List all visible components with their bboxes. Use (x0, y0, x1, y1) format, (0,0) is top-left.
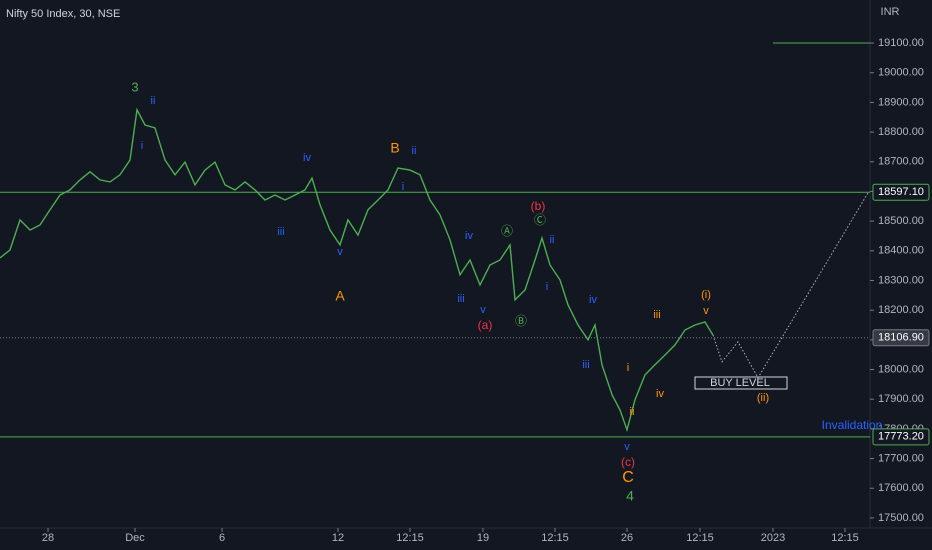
wave-label: (c) (621, 455, 635, 469)
x-tick-label: 12:15 (541, 532, 569, 544)
y-tick-label: 17600.00 (878, 482, 924, 494)
y-tick-label: 19000.00 (878, 67, 924, 79)
price-tag-label: 18597.10 (878, 186, 924, 198)
wave-label: ii (412, 145, 417, 157)
wave-label: iv (303, 152, 311, 164)
wave-label: iii (277, 226, 284, 238)
wave-label: ii (550, 234, 555, 246)
y-tick-label: 18300.00 (878, 274, 924, 286)
wave-label: Ⓒ (534, 213, 546, 227)
wave-label: iv (465, 230, 473, 242)
wave-label: v (624, 441, 630, 453)
price-tag (872, 428, 930, 446)
chart-title: Nifty 50 Index, 30, NSE (6, 8, 120, 20)
wave-label: 4 (626, 488, 634, 504)
x-tick-label: Dec (125, 532, 145, 544)
wave-label: iii (582, 359, 589, 371)
y-tick-label: 18900.00 (878, 96, 924, 108)
wave-label: Ⓐ (501, 224, 513, 238)
price-tag (872, 329, 930, 347)
wave-label: C (622, 469, 634, 486)
x-tick-label: 12 (332, 532, 344, 544)
wave-label: (b) (531, 199, 546, 213)
wave-label: i (546, 281, 548, 293)
x-tick-label: 12:15 (831, 532, 859, 544)
wave-label: (ii) (757, 392, 769, 404)
x-tick-label: 26 (621, 532, 633, 544)
x-tick-label: 12:15 (686, 532, 714, 544)
x-tick-label: 6 (219, 532, 225, 544)
wave-label: i (627, 362, 629, 374)
x-tick-label: 2023 (761, 532, 785, 544)
y-tick-label: 18000.00 (878, 363, 924, 375)
wave-label: A (335, 288, 345, 304)
wave-label: v (337, 246, 343, 258)
y-tick-label: 17500.00 (878, 512, 924, 524)
wave-label: i (402, 181, 404, 193)
projection-path (712, 192, 869, 379)
wave-label: ii (151, 95, 156, 107)
wave-label: (i) (701, 289, 711, 301)
y-tick-label: 17700.00 (878, 452, 924, 464)
y-tick-label: 18400.00 (878, 245, 924, 257)
wave-label: v (703, 305, 709, 317)
y-tick-label: 18700.00 (878, 156, 924, 168)
y-tick-label: 18500.00 (878, 215, 924, 227)
x-tick-label: 12:15 (396, 532, 424, 544)
wave-label: 3 (131, 79, 138, 94)
wave-label: (a) (478, 318, 493, 332)
wave-label: iv (656, 388, 664, 400)
currency-label: INR (881, 6, 900, 18)
wave-label: ii (630, 406, 635, 418)
price-tag (872, 183, 930, 201)
wave-label: iii (653, 309, 660, 321)
wave-label: BUY LEVEL (710, 377, 770, 389)
buy-level-box (694, 376, 788, 390)
x-tick-label: 19 (477, 532, 489, 544)
y-tick-label: 19100.00 (878, 37, 924, 49)
price-line (0, 107, 714, 433)
wave-label: Ⓑ (515, 314, 527, 328)
wave-label: iv (589, 294, 597, 306)
y-tick-label: 18200.00 (878, 304, 924, 316)
wave-label: v (480, 304, 486, 316)
x-tick-label: 28 (42, 532, 54, 544)
wave-label: Invalidation (822, 418, 883, 432)
price-tag-label: 17773.20 (878, 431, 924, 443)
wave-label: i (141, 140, 143, 152)
y-tick-label: 18800.00 (878, 126, 924, 138)
wave-label: iii (457, 293, 464, 305)
price-tag-label: 18106.90 (878, 332, 924, 344)
wave-label: B (390, 140, 399, 156)
y-tick-label: 17900.00 (878, 393, 924, 405)
